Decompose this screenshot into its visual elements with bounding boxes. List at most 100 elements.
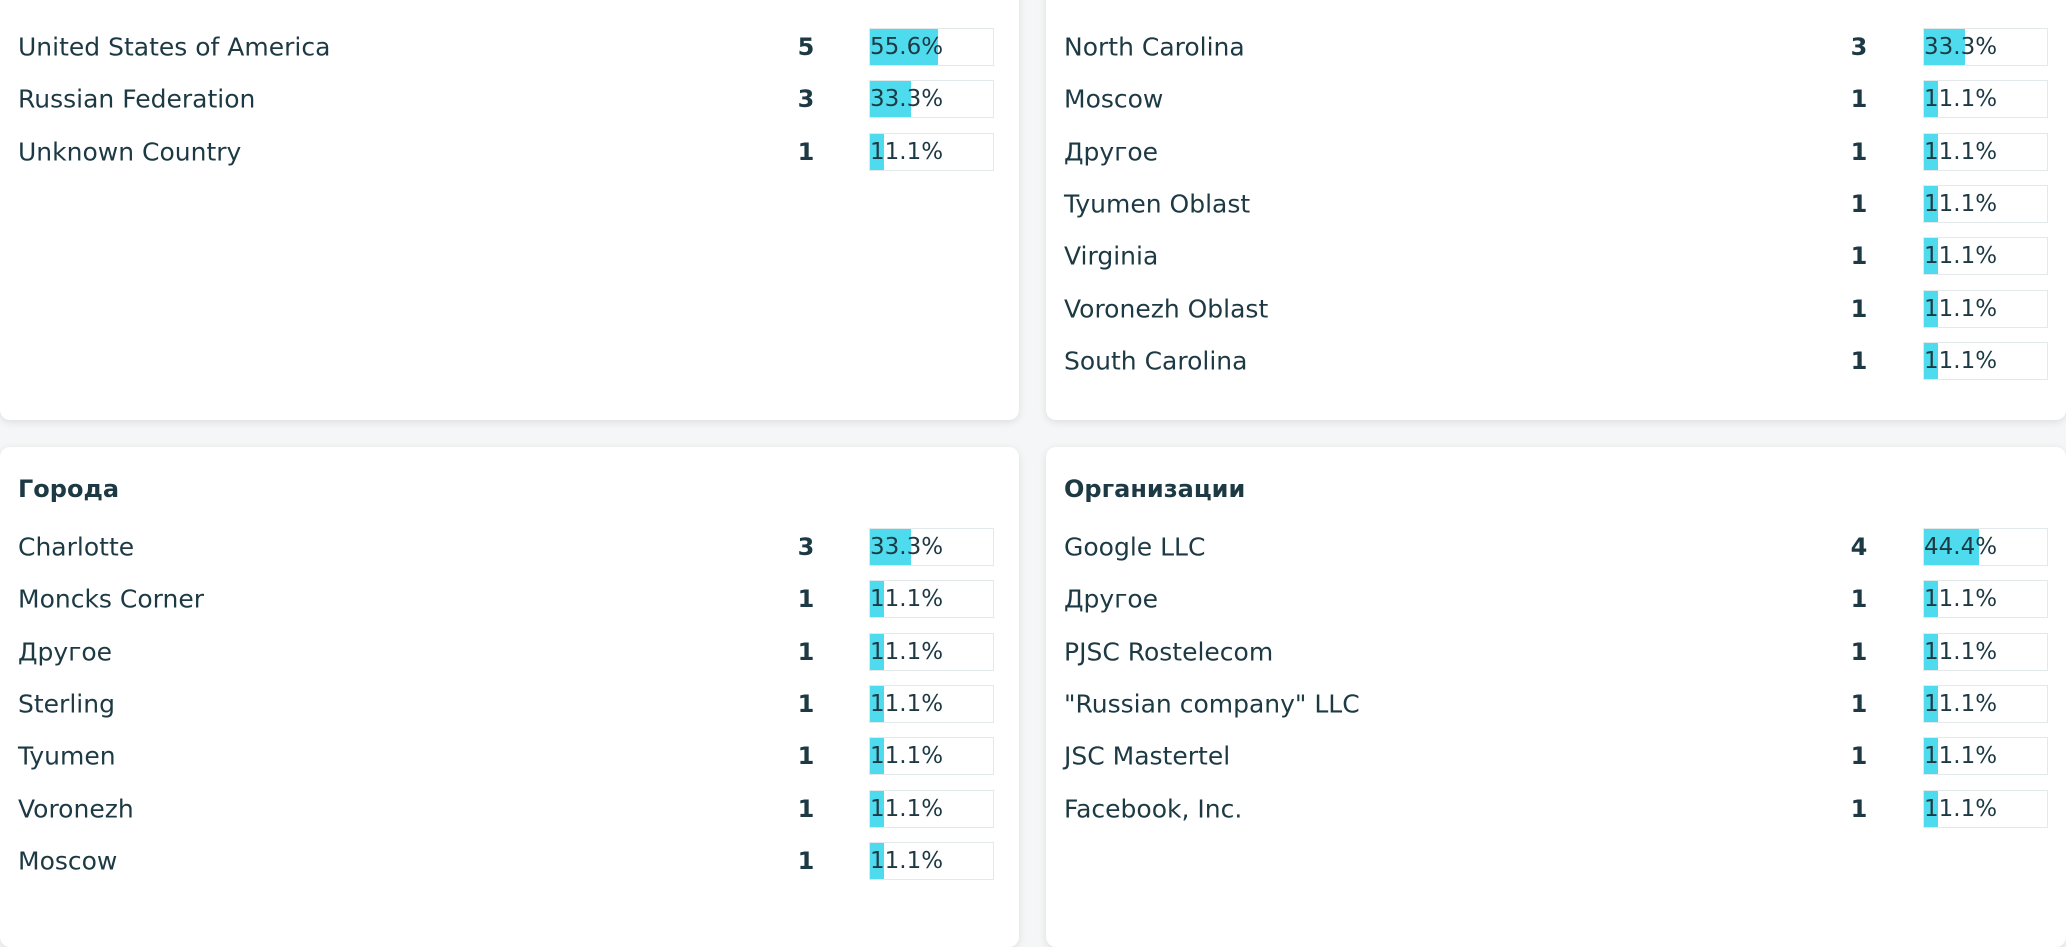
row-name: Voronezh Oblast <box>1064 294 1269 323</box>
row-name: Moscow <box>1064 84 1164 114</box>
share-bar: 11.1% <box>1923 580 2048 619</box>
share-fill <box>870 633 884 670</box>
row-count: 3 <box>797 533 815 561</box>
share-fill <box>1924 738 1938 775</box>
share-bar: 11.1% <box>1923 237 2048 276</box>
row-name: Virginia <box>1064 241 1159 271</box>
row-name: "Russian company" LLC <box>1064 689 1360 719</box>
row-count: 1 <box>1850 585 1868 614</box>
share-fill <box>1924 342 1938 379</box>
share-bar: 11.1% <box>869 580 994 619</box>
share-label: 11.1% <box>1924 795 1998 822</box>
row-name: Russian Federation <box>18 84 256 114</box>
row-count: 3 <box>797 85 815 114</box>
row-name: Unknown Country <box>18 137 242 167</box>
row-name: Tyumen <box>18 741 116 771</box>
panel-title: Города <box>18 475 120 503</box>
row-count: 1 <box>1850 637 1868 666</box>
share-fill <box>1924 633 1938 670</box>
share-fill <box>870 133 884 170</box>
share-bar: 11.1% <box>1923 789 2048 828</box>
share-bar: 11.1% <box>869 132 994 171</box>
share-bar: 11.1% <box>1923 80 2048 119</box>
row-count: 1 <box>1850 294 1868 323</box>
share-label: 11.1% <box>1924 86 1998 113</box>
panel: Города Charlotte 3 33.3% Moncks Corner 1 11.1%… <box>0 447 1019 947</box>
share-label: 11.1% <box>870 586 944 613</box>
row-name: Sterling <box>18 689 115 719</box>
row-name: Google LLC <box>1064 532 1206 562</box>
row-name: JSC Mastertel <box>1064 741 1231 771</box>
share-bar: 11.1% <box>1923 632 2048 671</box>
row-count: 1 <box>1850 689 1868 718</box>
share-label: 33.3% <box>1924 34 1998 60</box>
row-count: 1 <box>1850 742 1868 771</box>
share-fill <box>870 738 884 775</box>
row-count: 1 <box>797 637 815 666</box>
row-count: 1 <box>1850 346 1868 375</box>
share-fill <box>1924 133 1938 170</box>
share-fill <box>870 685 884 722</box>
share-fill <box>1924 581 1938 618</box>
row-name: Другое <box>18 637 113 667</box>
panel: Организации Google LLC 4 44.4% Другое 1 11.1% P… <box>1046 447 2066 947</box>
row-name: Charlotte <box>18 532 135 562</box>
share-label: 11.1% <box>870 638 944 665</box>
share-label: 11.1% <box>1924 243 1998 270</box>
share-bar: 11.1% <box>1923 737 2048 776</box>
share-bar: 11.1% <box>1923 184 2048 223</box>
row-name: Другое <box>1064 137 1159 167</box>
share-label: 11.1% <box>870 138 944 165</box>
row-name: Moncks Corner <box>18 584 204 614</box>
row-count: 1 <box>1850 794 1868 823</box>
share-bar: 33.3% <box>1923 28 2048 66</box>
share-fill <box>1924 290 1938 327</box>
panel: North Carolina 3 33.3% Moscow 1 11.1% Другое 1 1… <box>1046 0 2066 420</box>
row-name: United States of America <box>18 32 331 62</box>
panel-title: Организации <box>1064 475 1246 503</box>
share-fill <box>870 581 884 618</box>
share-bar: 11.1% <box>869 684 994 723</box>
row-count: 1 <box>797 137 815 166</box>
share-bar: 11.1% <box>869 632 994 671</box>
share-bar: 11.1% <box>1923 289 2048 328</box>
row-count: 1 <box>797 742 815 771</box>
share-fill <box>1924 529 1979 565</box>
share-fill <box>870 790 884 827</box>
share-bar: 33.3% <box>869 528 994 566</box>
share-fill <box>1924 790 1938 827</box>
share-bar: 44.4% <box>1923 528 2048 566</box>
share-fill <box>1924 185 1938 222</box>
share-bar: 11.1% <box>1923 341 2048 380</box>
row-count: 1 <box>1850 242 1868 271</box>
share-fill <box>1924 29 1965 65</box>
share-label: 11.1% <box>870 743 944 770</box>
share-label: 11.1% <box>870 690 944 717</box>
row-count: 1 <box>797 689 815 718</box>
share-fill <box>870 29 939 65</box>
share-bar: 33.3% <box>869 80 994 119</box>
share-label: 11.1% <box>870 795 944 822</box>
share-label: 55.6% <box>870 34 944 60</box>
share-label: 11.1% <box>1924 638 1998 665</box>
row-name: PJSC Rostelecom <box>1064 637 1274 667</box>
row-name: Tyumen Oblast <box>1064 189 1251 219</box>
share-label: 33.3% <box>870 534 944 560</box>
share-bar: 55.6% <box>869 28 994 66</box>
row-name: North Carolina <box>1064 32 1245 62</box>
share-bar: 11.1% <box>869 789 994 828</box>
share-label: 11.1% <box>1924 690 1998 717</box>
share-label: 11.1% <box>1924 586 1998 613</box>
share-label: 11.1% <box>1924 138 1998 165</box>
share-fill <box>1924 81 1938 118</box>
row-count: 5 <box>797 33 815 61</box>
share-bar: 11.1% <box>1923 684 2048 723</box>
panel: United States of America 5 55.6% Russian Fe… <box>0 0 1019 420</box>
row-name: Facebook, Inc. <box>1064 794 1243 823</box>
share-bar: 11.1% <box>869 737 994 776</box>
row-count: 1 <box>1850 137 1868 166</box>
row-count: 3 <box>1850 33 1868 61</box>
share-fill <box>1924 685 1938 722</box>
share-label: 11.1% <box>1924 295 1998 322</box>
